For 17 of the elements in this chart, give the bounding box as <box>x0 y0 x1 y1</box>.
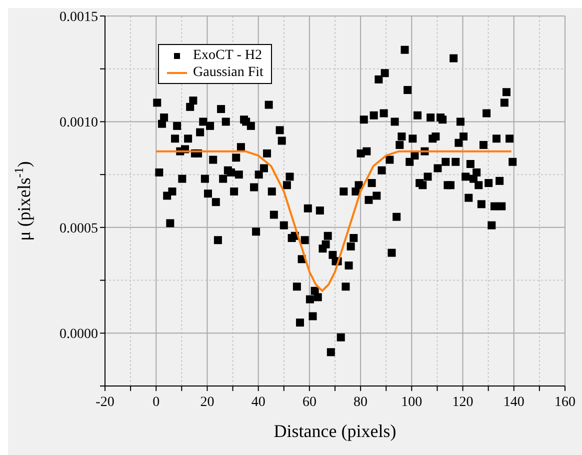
x-tick-label: 120 <box>452 395 474 410</box>
x-tick-label: -20 <box>96 395 114 410</box>
x-tick-label: 60 <box>302 395 316 410</box>
y-tick-label: 0.0015 <box>60 10 98 25</box>
legend-label: ExoCT - H2 <box>193 47 262 64</box>
x-tick-label: 140 <box>503 395 524 410</box>
x-tick-label: 100 <box>401 395 422 410</box>
x-tick-label: 20 <box>200 395 214 410</box>
legend-label: Gaussian Fit <box>193 64 264 81</box>
x-tick-label: 80 <box>354 395 368 410</box>
x-tick-label: 0 <box>152 395 160 410</box>
x-axis-title: Distance (pixels) <box>274 421 396 441</box>
x-tick-label: 160 <box>554 395 576 410</box>
y-tick-label: 0.0010 <box>60 116 98 131</box>
x-tick-label: 40 <box>251 395 266 410</box>
y-tick-label: 0.0005 <box>60 221 98 236</box>
y-tick-label: 0.0000 <box>60 327 98 342</box>
